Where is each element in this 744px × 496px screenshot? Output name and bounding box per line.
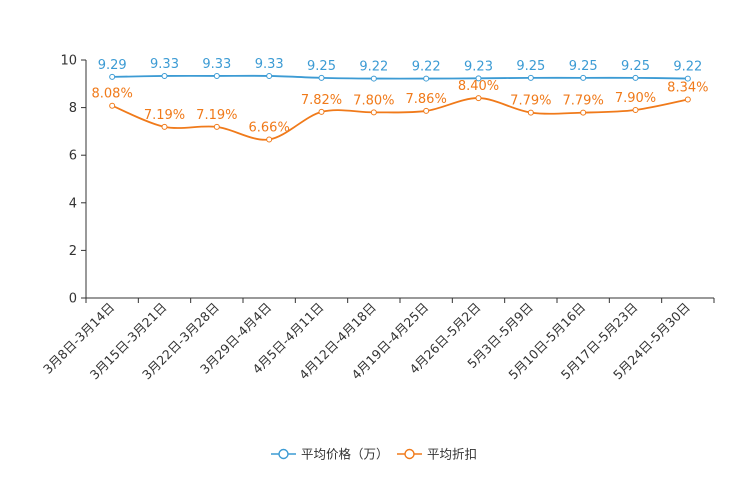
data-point[interactable]: [632, 106, 639, 113]
data-point[interactable]: [109, 102, 116, 109]
y-tick-label: 4: [69, 196, 77, 211]
legend-item-2[interactable]: 平均折扣: [397, 447, 477, 462]
data-point[interactable]: [423, 75, 430, 82]
data-label: 9.22: [673, 60, 702, 75]
legend[interactable]: 平均价格（万） 平均折扣: [271, 447, 477, 462]
y-tick-label: 2: [69, 244, 77, 259]
data-point[interactable]: [266, 136, 273, 143]
data-label: 9.29: [98, 58, 127, 73]
data-label: 9.22: [359, 60, 388, 75]
data-point[interactable]: [370, 109, 377, 116]
data-point[interactable]: [527, 109, 534, 116]
data-point[interactable]: [475, 95, 482, 102]
data-point[interactable]: [684, 96, 691, 103]
data-label: 9.33: [255, 57, 284, 72]
data-point[interactable]: [370, 75, 377, 82]
series-line-2: [111, 97, 689, 141]
data-label: 9.33: [150, 57, 179, 72]
data-point[interactable]: [632, 74, 639, 81]
data-label: 7.79%: [510, 94, 551, 109]
data-label: 7.86%: [406, 92, 447, 107]
legend-marker-icon: [278, 448, 289, 460]
data-point[interactable]: [318, 74, 325, 81]
data-label: 7.79%: [563, 94, 604, 109]
data-point[interactable]: [318, 108, 325, 115]
data-point[interactable]: [109, 73, 116, 80]
data-label: 9.25: [516, 59, 545, 74]
data-point[interactable]: [213, 72, 220, 79]
data-label: 9.25: [307, 59, 336, 74]
y-tick-label: 8: [69, 101, 77, 116]
data-point[interactable]: [266, 72, 273, 79]
series-layer: [109, 72, 691, 143]
y-tick-label: 10: [60, 54, 77, 69]
data-point[interactable]: [423, 107, 430, 114]
data-label: 7.19%: [144, 108, 185, 123]
data-label: 7.82%: [301, 93, 342, 108]
data-label: 9.23: [464, 59, 493, 74]
data-label: 9.25: [621, 59, 650, 74]
legend-label: 平均价格（万）: [301, 447, 389, 462]
data-label: 9.33: [202, 57, 231, 72]
series-line-1: [112, 74, 688, 80]
data-point[interactable]: [475, 75, 482, 82]
data-label: 6.66%: [249, 120, 290, 135]
data-point[interactable]: [684, 75, 691, 82]
data-label: 8.40%: [458, 79, 499, 94]
data-point[interactable]: [213, 123, 220, 130]
data-label: 9.22: [412, 60, 441, 75]
data-point[interactable]: [580, 74, 587, 81]
y-tick-label: 0: [69, 292, 77, 307]
data-point[interactable]: [161, 72, 168, 79]
data-label: 7.80%: [353, 93, 394, 108]
legend-item-1[interactable]: 平均价格（万）: [271, 447, 389, 462]
data-label: 8.34%: [667, 81, 708, 96]
data-point[interactable]: [580, 109, 587, 116]
y-tick-label: 6: [69, 149, 77, 164]
data-labels: 9.29 9.33 9.33 9.33 9.25 9.22 9.22 9.23 9.25 9.25…: [92, 57, 709, 136]
data-point[interactable]: [527, 74, 534, 81]
data-label: 7.90%: [615, 91, 656, 106]
data-label: 9.25: [569, 59, 598, 74]
data-label: 7.19%: [196, 108, 237, 123]
legend-marker-icon: [404, 448, 415, 460]
data-label: 8.08%: [92, 87, 133, 102]
legend-label: 平均折扣: [427, 447, 477, 462]
data-point[interactable]: [161, 123, 168, 130]
